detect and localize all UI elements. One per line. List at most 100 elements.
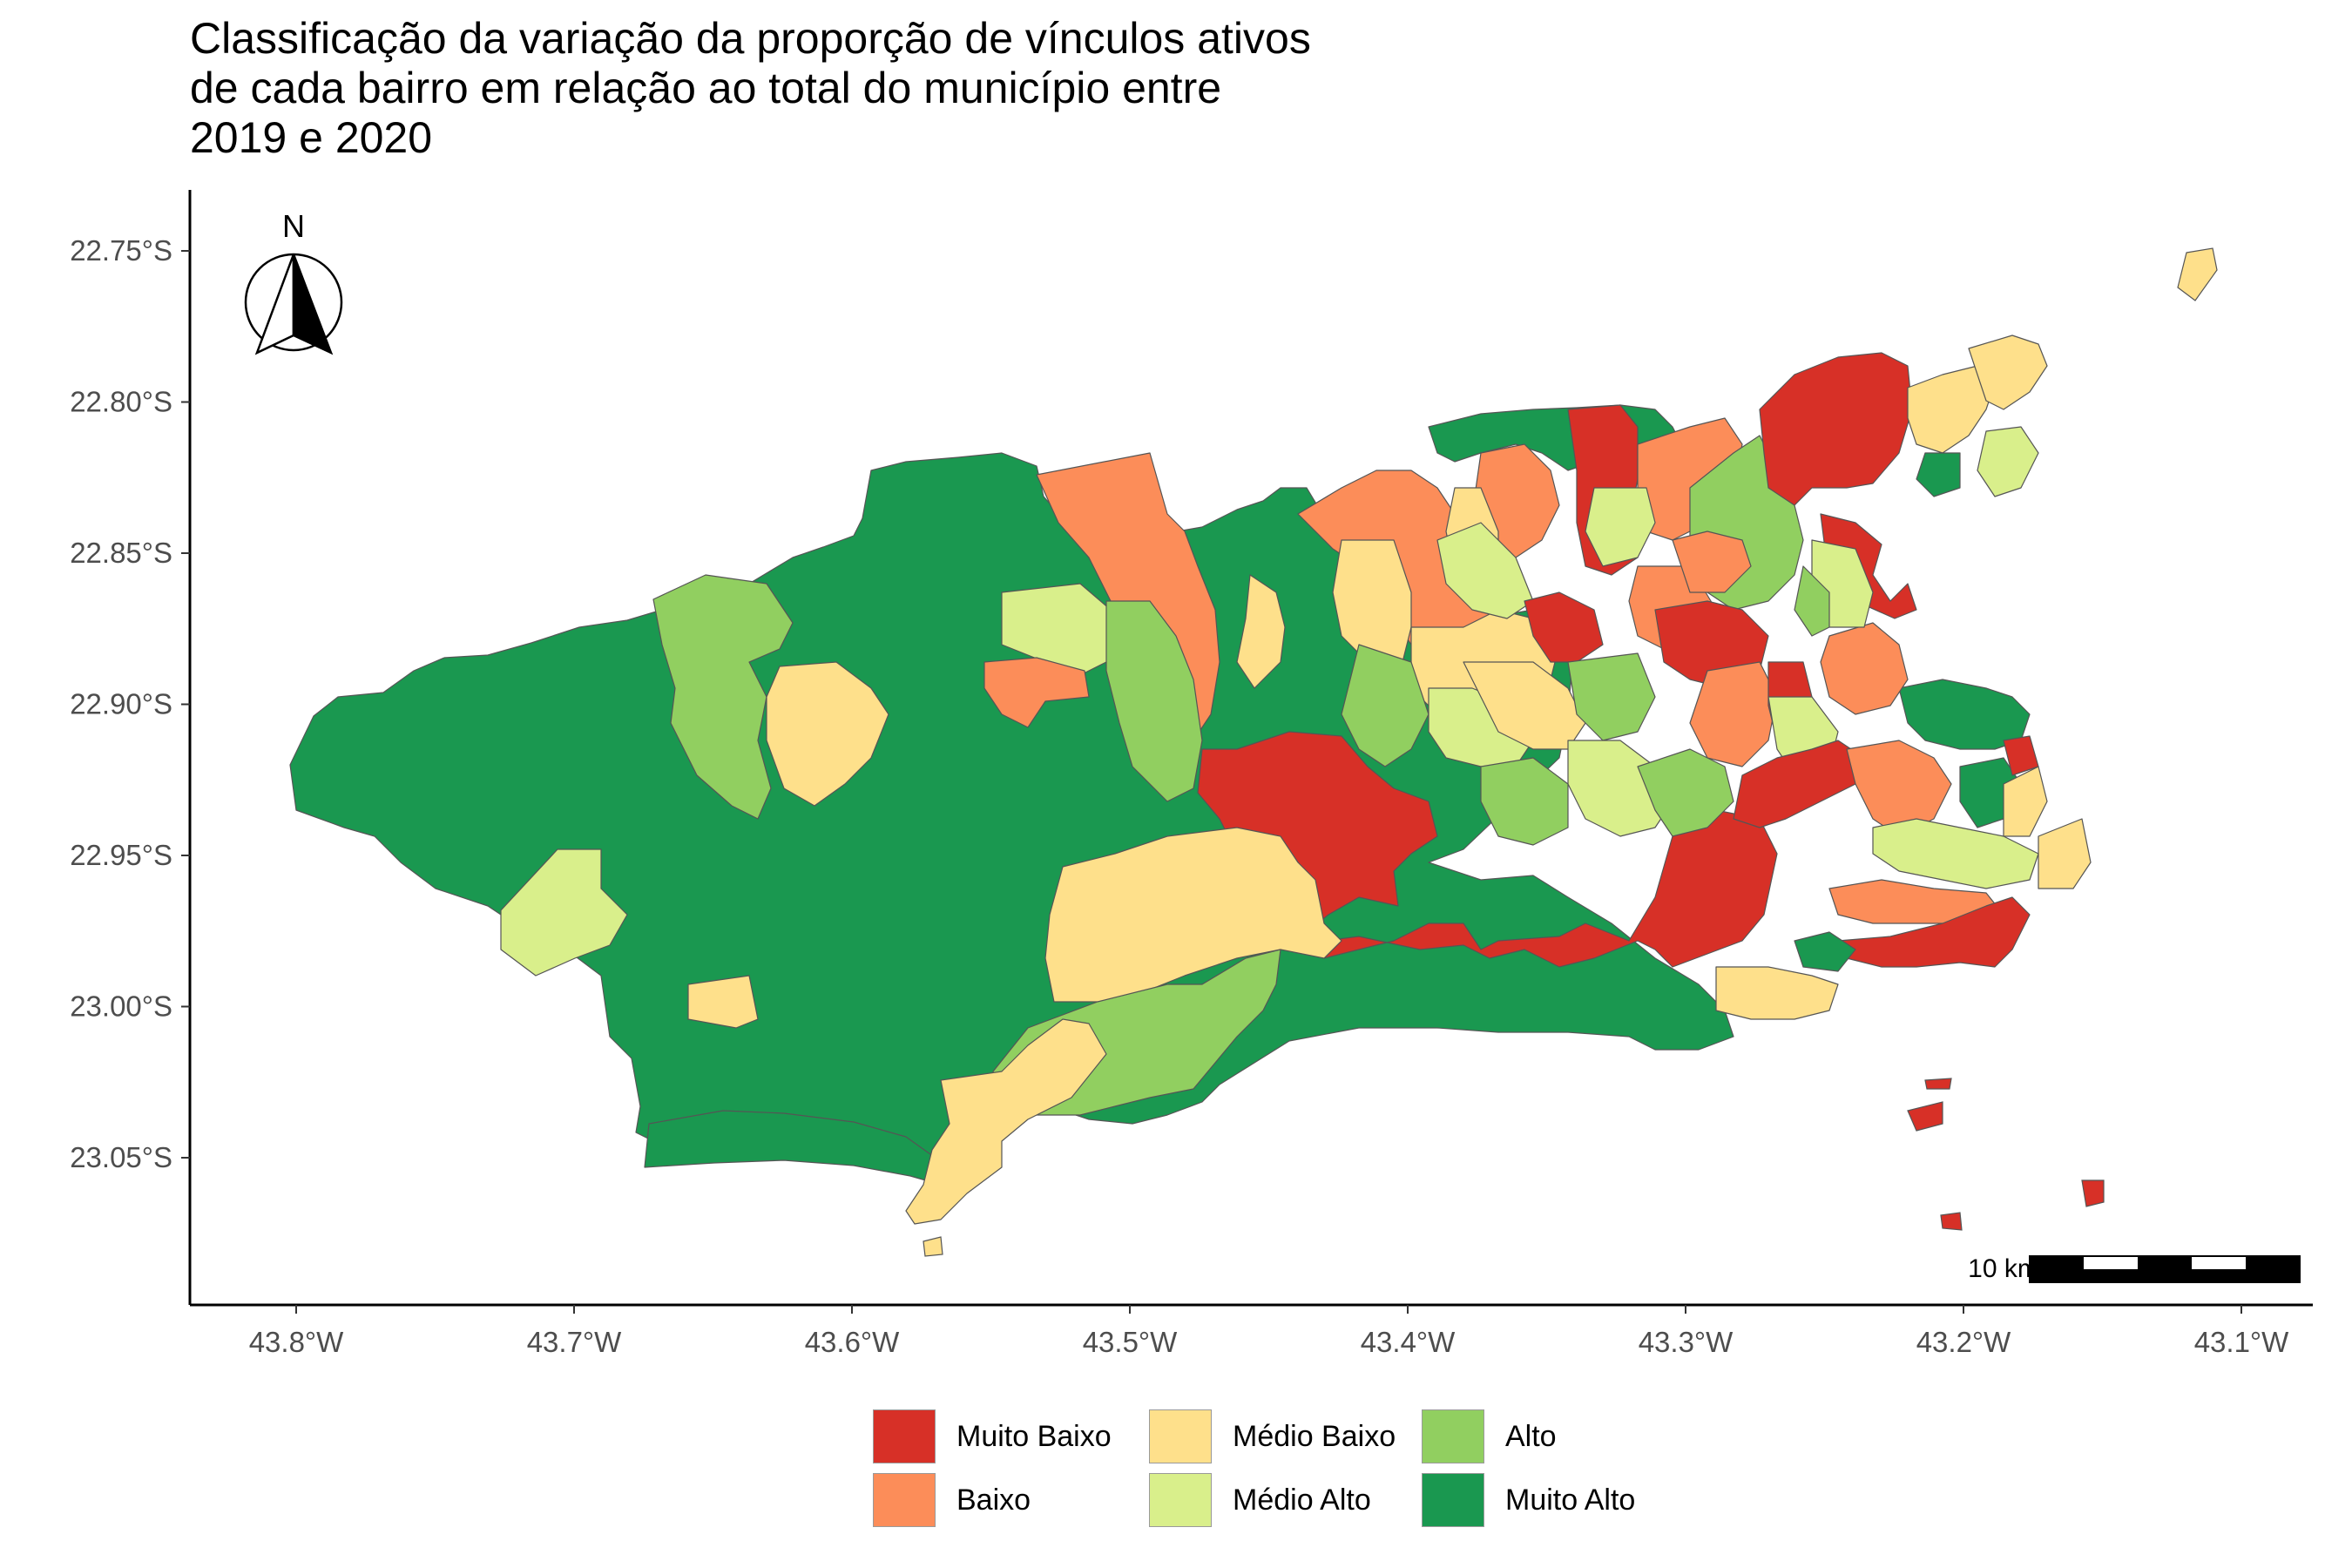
legend-item-alto: Alto bbox=[1422, 1409, 1557, 1463]
region-muito-alto-centro bbox=[1898, 679, 2031, 750]
region-alto-north-4 bbox=[1480, 757, 1569, 846]
map-title: Classificação da variação da proporção d… bbox=[190, 14, 1758, 163]
y-tick-label: 23.00°S bbox=[70, 990, 172, 1023]
map-title-line-1: Classificação da variação da proporção d… bbox=[190, 14, 1311, 63]
region-medio-baixo-ilha-2 bbox=[1968, 335, 2048, 410]
island-medio-baixo-2 bbox=[923, 1236, 943, 1257]
legend-item-muito-alto: Muito Alto bbox=[1422, 1473, 1635, 1527]
region-baixo-north-6 bbox=[1672, 531, 1752, 593]
islands bbox=[923, 247, 2218, 1257]
region-medio-alto-ilha bbox=[1977, 426, 2039, 497]
legend-label-medio-alto: Médio Alto bbox=[1233, 1483, 1371, 1517]
region-medio-baixo-padre bbox=[1236, 574, 1286, 689]
y-axis-ticks: 22.75°S 22.80°S 22.85°S 22.90°S 22.95°S 23.00… bbox=[70, 234, 190, 1173]
region-muito-baixo-ilha bbox=[1759, 352, 1913, 506]
region-medio-baixo-ilha bbox=[1907, 365, 1996, 454]
region-alto-north-2 bbox=[1341, 644, 1429, 767]
y-tick-label: 22.75°S bbox=[70, 234, 172, 267]
y-tick-label: 22.90°S bbox=[70, 688, 172, 720]
municipality-map bbox=[289, 335, 2092, 1225]
legend-label-muito-alto: Muito Alto bbox=[1505, 1483, 1636, 1517]
island-medio-baixo-1 bbox=[2177, 247, 2218, 301]
y-tick-label: 22.85°S bbox=[70, 537, 172, 569]
y-tick-label: 22.80°S bbox=[70, 386, 172, 418]
legend-label-medio-baixo: Médio Baixo bbox=[1233, 1419, 1396, 1453]
legend: Muito Baixo Baixo Médio Baixo Médio Alto… bbox=[873, 1409, 1744, 1549]
region-medio-baixo-zona-sul-2 bbox=[2038, 818, 2092, 889]
region-medio-alto-zona-sul bbox=[1872, 818, 2039, 889]
scale-bar-seg-8 bbox=[2246, 1269, 2300, 1282]
region-medio-baixo-tijuca bbox=[1715, 966, 1839, 1020]
map-title-line-2: de cada bairro em relação ao total do mu… bbox=[190, 64, 1222, 112]
y-tick-label: 22.95°S bbox=[70, 839, 172, 871]
region-muito-baixo-north-2 bbox=[1524, 591, 1604, 663]
region-muito-baixo-copacabana bbox=[1837, 896, 2031, 968]
region-muito-alto-ilha bbox=[1916, 452, 1961, 497]
region-medio-baixo-recreio bbox=[905, 1018, 1107, 1225]
scale-bar: 10 km bbox=[1968, 1254, 2301, 1283]
legend-swatch-muito-alto bbox=[1422, 1473, 1484, 1527]
x-tick-label: 43.2°W bbox=[1916, 1326, 2011, 1358]
x-tick-label: 43.8°W bbox=[249, 1326, 344, 1358]
scale-bar-seg-6 bbox=[2030, 1269, 2084, 1282]
x-axis-ticks: 43.8°W 43.7°W 43.6°W 43.5°W 43.4°W 43.3°W 43.2… bbox=[249, 1305, 2289, 1358]
scale-bar-label: 10 km bbox=[1968, 1254, 2039, 1283]
region-muito-baixo-jacarepagua bbox=[1197, 731, 1778, 968]
region-alto-west bbox=[652, 574, 794, 820]
north-arrow-label: N bbox=[282, 208, 305, 244]
legend-item-medio-alto: Médio Alto bbox=[1149, 1473, 1371, 1527]
map-title-line-3: 2019 e 2020 bbox=[190, 113, 433, 162]
scale-bar-seg-7 bbox=[2138, 1269, 2192, 1282]
legend-label-alto: Alto bbox=[1505, 1419, 1557, 1453]
x-tick-label: 43.5°W bbox=[1083, 1326, 1178, 1358]
y-tick-label: 23.05°S bbox=[70, 1141, 172, 1173]
legend-swatch-alto bbox=[1422, 1409, 1484, 1463]
x-tick-label: 43.1°W bbox=[2194, 1326, 2289, 1358]
island-muito-baixo-1 bbox=[1907, 1101, 1943, 1132]
legend-item-baixo: Baixo bbox=[873, 1473, 1031, 1527]
region-baixo-north-5 bbox=[1689, 661, 1778, 767]
legend-label-baixo: Baixo bbox=[956, 1483, 1031, 1517]
legend-swatch-baixo bbox=[873, 1473, 936, 1527]
region-medio-alto-north bbox=[1585, 487, 1656, 567]
legend-swatch-medio-alto bbox=[1149, 1473, 1212, 1527]
region-baixo-zona-sul bbox=[1846, 740, 1952, 837]
region-alto-north-3 bbox=[1567, 652, 1656, 741]
legend-swatch-muito-baixo bbox=[873, 1409, 936, 1463]
north-arrow-needle-right bbox=[292, 253, 334, 355]
region-alto-north-5 bbox=[1637, 748, 1734, 837]
scale-bar-seg-4 bbox=[2192, 1269, 2246, 1282]
scale-bar-seg-5 bbox=[2246, 1256, 2300, 1269]
scale-bar-seg-1 bbox=[2030, 1256, 2084, 1269]
region-medio-baixo-sepetiba bbox=[687, 975, 759, 1029]
region-medio-baixo-north-4 bbox=[1463, 661, 1586, 750]
region-medio-baixo-zona-sul bbox=[2003, 766, 2048, 837]
legend-label-muito-baixo: Muito Baixo bbox=[956, 1419, 1112, 1453]
island-muito-baixo-2 bbox=[2081, 1179, 2105, 1207]
x-tick-label: 43.4°W bbox=[1361, 1326, 1456, 1358]
north-arrow: N bbox=[244, 208, 343, 355]
region-medio-alto-guaratiba bbox=[500, 848, 628, 977]
region-medio-alto-north-2 bbox=[1436, 522, 1534, 619]
x-tick-label: 43.7°W bbox=[527, 1326, 622, 1358]
region-medio-baixo-barra bbox=[1044, 827, 1342, 1003]
x-tick-label: 43.6°W bbox=[805, 1326, 900, 1358]
scale-bar-seg-2 bbox=[2084, 1269, 2138, 1282]
legend-item-muito-baixo: Muito Baixo bbox=[873, 1409, 1112, 1463]
island-muito-baixo-3 bbox=[1940, 1212, 1963, 1231]
region-baixo-campo-grande bbox=[983, 657, 1090, 728]
island-muito-baixo-4 bbox=[1924, 1078, 1952, 1090]
region-medio-baixo-west bbox=[766, 661, 889, 807]
region-baixo-centro bbox=[1820, 622, 1909, 715]
region-muito-alto-rocinha bbox=[1794, 931, 1856, 972]
region-medio-alto-realengo bbox=[1001, 583, 1112, 680]
scale-bar-seg-3 bbox=[2138, 1256, 2192, 1269]
region-alto-centro bbox=[1794, 565, 1830, 637]
region-alto-realengo bbox=[1105, 600, 1203, 802]
north-arrow-needle-left bbox=[254, 253, 295, 355]
region-muito-baixo-zona-sul-2 bbox=[2003, 735, 2039, 776]
x-tick-label: 43.3°W bbox=[1639, 1326, 1734, 1358]
legend-item-medio-baixo: Médio Baixo bbox=[1149, 1409, 1396, 1463]
legend-swatch-medio-baixo bbox=[1149, 1409, 1212, 1463]
